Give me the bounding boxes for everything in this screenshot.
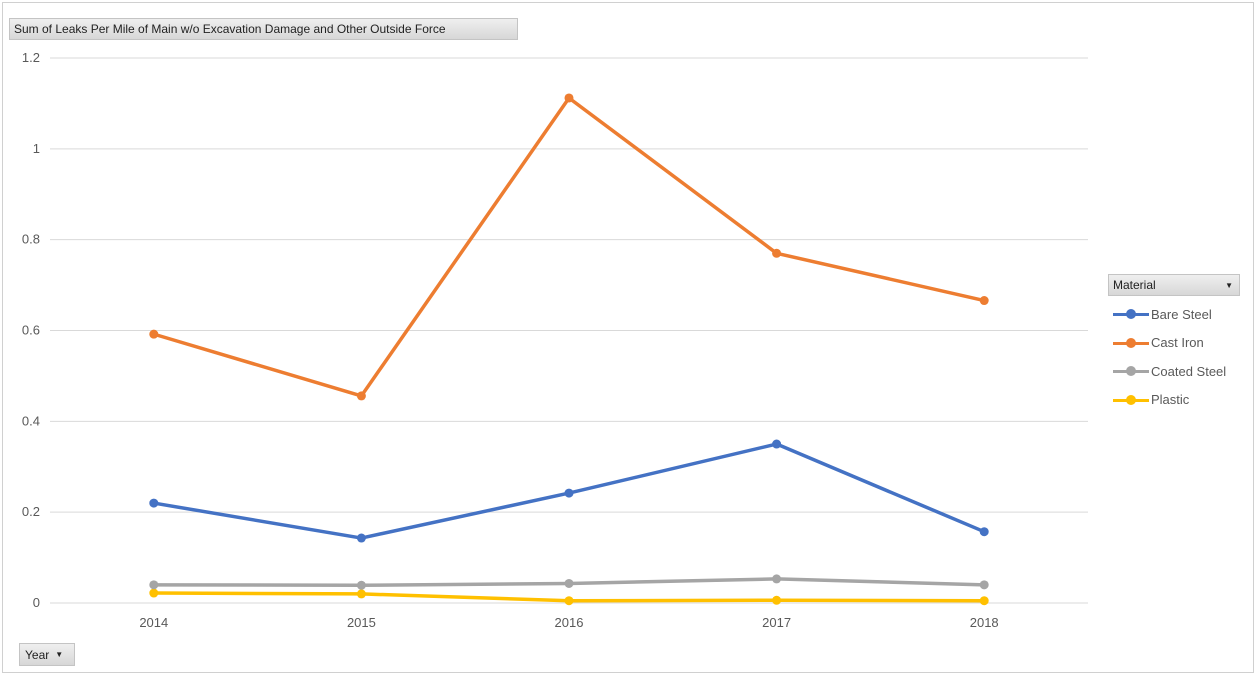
chart-legend: Bare Steel Cast Iron Coated Steel Plastic bbox=[1113, 300, 1253, 414]
axis-field-label: Year bbox=[25, 647, 50, 662]
data-point bbox=[772, 574, 782, 584]
y-tick-label: 0.6 bbox=[22, 323, 40, 338]
legend-swatch bbox=[1113, 365, 1149, 377]
legend-item: Plastic bbox=[1113, 386, 1253, 415]
x-tick-label: 2014 bbox=[139, 615, 168, 630]
data-point bbox=[149, 580, 159, 590]
y-tick-label: 0.4 bbox=[22, 413, 40, 428]
data-point bbox=[564, 488, 574, 498]
data-point bbox=[149, 498, 159, 508]
data-point bbox=[149, 588, 159, 598]
data-point bbox=[979, 296, 989, 306]
x-tick-label: 2018 bbox=[970, 615, 999, 630]
caret-down-icon: ▼ bbox=[1225, 280, 1233, 290]
data-point bbox=[149, 329, 159, 339]
legend-swatch bbox=[1113, 308, 1149, 320]
y-tick-label: 0 bbox=[33, 595, 40, 610]
legend-label: Coated Steel bbox=[1151, 363, 1227, 379]
data-point bbox=[564, 596, 574, 606]
value-field-label: Sum of Leaks Per Mile of Main w/o Excava… bbox=[14, 22, 446, 36]
y-tick-label: 0.2 bbox=[22, 504, 40, 519]
y-tick-label: 0.8 bbox=[22, 232, 40, 247]
legend-label: Bare Steel bbox=[1151, 306, 1212, 322]
data-point bbox=[772, 595, 782, 605]
legend-field-label: Material bbox=[1113, 278, 1156, 292]
data-point bbox=[979, 527, 989, 537]
data-point bbox=[356, 391, 366, 401]
data-point bbox=[979, 580, 989, 590]
legend-item: Bare Steel bbox=[1113, 300, 1253, 329]
x-tick-label: 2017 bbox=[762, 615, 791, 630]
value-field-button[interactable]: Sum of Leaks Per Mile of Main w/o Excava… bbox=[9, 18, 518, 40]
legend-label: Plastic bbox=[1151, 392, 1190, 408]
y-tick-label: 1.2 bbox=[22, 50, 40, 65]
y-tick-label: 1 bbox=[33, 141, 40, 156]
data-point bbox=[356, 589, 366, 599]
series-line bbox=[153, 96, 985, 398]
legend-swatch bbox=[1113, 394, 1149, 406]
data-point bbox=[772, 248, 782, 258]
data-point bbox=[979, 596, 989, 606]
legend-field-button[interactable]: Material ▼ bbox=[1108, 274, 1240, 296]
legend-item: Cast Iron bbox=[1113, 329, 1253, 358]
data-point bbox=[564, 93, 574, 103]
caret-down-icon: ▼ bbox=[55, 650, 64, 659]
data-point bbox=[356, 533, 366, 543]
legend-swatch bbox=[1113, 337, 1149, 349]
data-point bbox=[356, 580, 366, 590]
legend-label: Cast Iron bbox=[1151, 335, 1204, 351]
x-tick-label: 2015 bbox=[347, 615, 376, 630]
data-point bbox=[564, 578, 574, 588]
x-tick-label: 2016 bbox=[555, 615, 584, 630]
legend-item: Coated Steel bbox=[1113, 357, 1253, 386]
axis-field-button[interactable]: Year ▼ bbox=[19, 643, 75, 666]
data-point bbox=[772, 439, 782, 449]
